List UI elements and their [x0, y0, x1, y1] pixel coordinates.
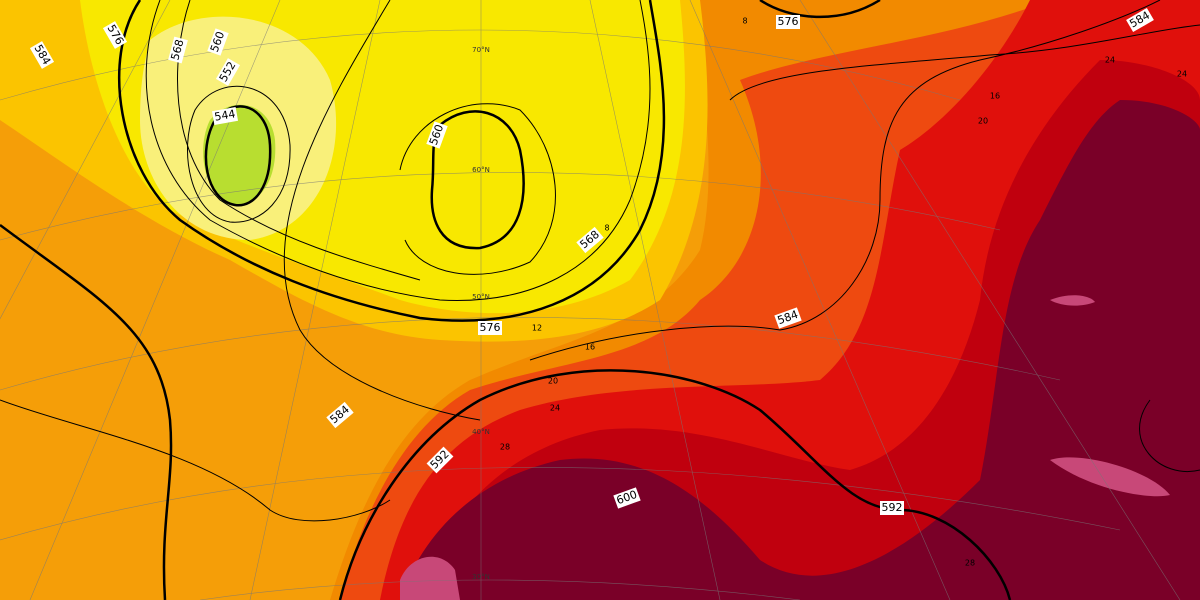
contour-label: 568: [168, 36, 188, 64]
contour-line: [399, 103, 556, 275]
field-pink: [1050, 295, 1095, 306]
latitude-label: 60°N: [472, 166, 490, 174]
temperature-labels: 8 16 20 24 12 16 20 24 28 8 24 28: [500, 17, 1187, 568]
contour-label: 584: [774, 307, 802, 329]
contour-label-text: 568: [169, 38, 187, 62]
temperature-label: 16: [585, 343, 595, 352]
label-box: [211, 107, 239, 125]
label-box: [1126, 7, 1154, 33]
temperature-label: 24: [1177, 70, 1187, 79]
contour-label: 576: [478, 321, 502, 335]
temperature-label: 8: [604, 224, 609, 233]
contour-line: [1139, 399, 1200, 472]
label-box: [102, 21, 128, 49]
contour-label: 560: [426, 121, 448, 149]
latitude-label: 30°N: [472, 573, 490, 581]
label-box: [613, 487, 641, 509]
label-box: [29, 41, 55, 69]
temperature-label: 24: [1105, 56, 1115, 65]
label-box: [776, 15, 800, 29]
contour-label: 600: [613, 487, 641, 509]
contour-line: [529, 0, 1161, 361]
temperature-label: 28: [500, 443, 510, 452]
latitude-label: 50°N: [472, 293, 490, 301]
label-box: [576, 226, 604, 254]
contour-line: [177, 0, 421, 281]
label-box: [207, 28, 229, 56]
contour-line: [117, 0, 666, 322]
contour-line: [0, 399, 391, 522]
temperature-label: 20: [978, 117, 988, 126]
latitude-labels: 70°N 60°N 50°N 40°N 30°N: [472, 46, 490, 581]
field-pink: [400, 556, 460, 600]
field-pink: [1050, 457, 1170, 497]
contour-label: 592: [880, 501, 904, 515]
contour-line: [338, 369, 1012, 600]
contour-line: [204, 105, 272, 207]
contour-label: 576: [776, 15, 800, 29]
contour-label-text: 592: [882, 501, 903, 514]
label-box: [215, 58, 241, 86]
label-box: [426, 121, 448, 149]
contour-label-text: 544: [213, 107, 236, 123]
contour-label: 544: [211, 107, 239, 125]
contour-line: [187, 86, 291, 223]
label-box: [168, 36, 188, 64]
temperature-label: 20: [548, 377, 558, 386]
temperature-label: 28: [965, 559, 975, 568]
contour-line: [145, 0, 651, 301]
contour-line: [0, 223, 173, 600]
temperature-label: 8: [742, 17, 747, 26]
field-maroon: [400, 100, 1200, 600]
latitude-label: 70°N: [472, 46, 490, 54]
latitude-label: 40°N: [472, 428, 490, 436]
contour-line: [729, 24, 1200, 101]
temperature-label: 24: [550, 404, 560, 413]
label-box: [326, 401, 354, 429]
contour-label-text: 576: [480, 321, 501, 334]
label-box: [880, 501, 904, 515]
contour-line: [430, 110, 525, 250]
contour-label: 560: [207, 28, 229, 56]
contour-label-text: 576: [778, 15, 799, 28]
contour-line: [283, 0, 481, 421]
label-box: [426, 446, 454, 474]
label-box: [478, 321, 502, 335]
label-box: [774, 307, 802, 329]
field-green: [203, 104, 276, 205]
temperature-label: 12: [532, 324, 542, 333]
temperature-label: 16: [990, 92, 1000, 101]
contour-line: [759, 0, 881, 19]
